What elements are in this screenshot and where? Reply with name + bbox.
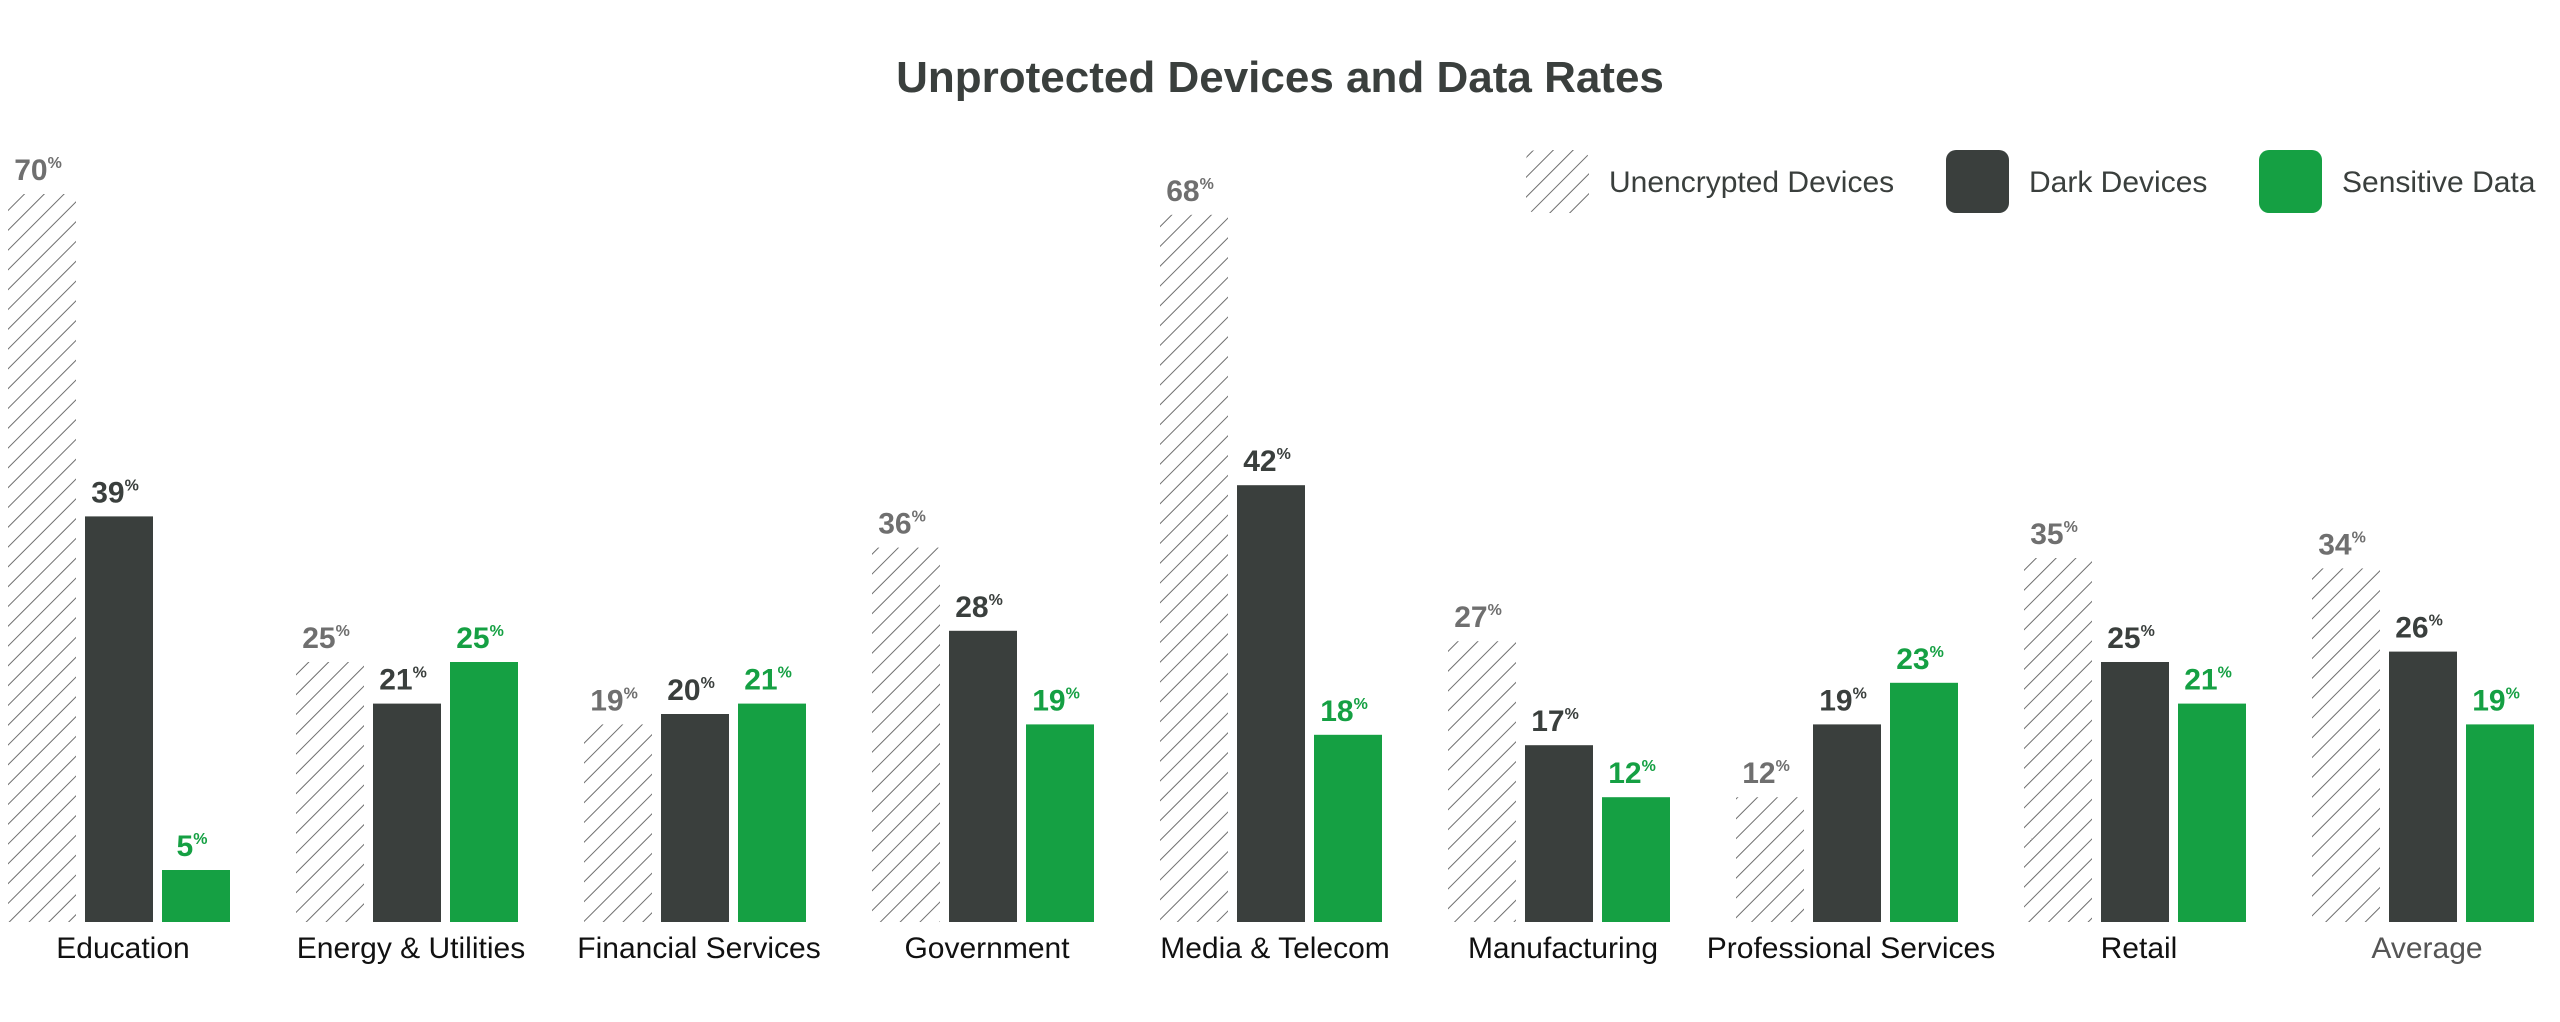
bar-dark-devices-manufacturing bbox=[1525, 745, 1593, 922]
value-label-sensitive-data-average: 19% bbox=[2472, 684, 2520, 717]
value-label-dark-devices-manufacturing: 17% bbox=[1531, 705, 1579, 738]
category-label-manufacturing: Manufacturing bbox=[1468, 932, 1658, 965]
category-label-financial-services: Financial Services bbox=[577, 932, 820, 965]
category-label-energy-utilities: Energy & Utilities bbox=[297, 932, 525, 965]
legend-swatch-dark-devices bbox=[1946, 150, 2009, 213]
legend-swatch-sensitive-data bbox=[2259, 150, 2322, 213]
bar-unencrypted-devices-retail bbox=[2024, 558, 2092, 922]
legend-swatch-unencrypted-devices bbox=[1526, 150, 1589, 213]
bar-unencrypted-devices-media-telecom bbox=[1160, 214, 1228, 923]
value-label-unencrypted-devices-retail: 35% bbox=[2030, 518, 2078, 551]
value-label-dark-devices-education: 39% bbox=[91, 476, 139, 509]
bar-unencrypted-devices-average bbox=[2312, 568, 2380, 922]
bar-unencrypted-devices-financial-services bbox=[584, 724, 652, 922]
bar-unencrypted-devices-manufacturing bbox=[1448, 641, 1516, 922]
bar-sensitive-data-retail bbox=[2178, 703, 2246, 922]
value-label-dark-devices-average: 26% bbox=[2395, 612, 2443, 645]
value-label-unencrypted-devices-average: 34% bbox=[2318, 528, 2366, 561]
bar-sensitive-data-financial-services bbox=[738, 703, 806, 922]
legend: Unencrypted Devices Dark Devices Sensitive… bbox=[1526, 150, 2536, 213]
value-label-unencrypted-devices-manufacturing: 27% bbox=[1454, 601, 1502, 634]
bar-dark-devices-financial-services bbox=[661, 714, 729, 922]
bar-sensitive-data-media-telecom bbox=[1314, 734, 1382, 922]
category-label-education: Education bbox=[56, 932, 189, 965]
bar-unencrypted-devices-education bbox=[8, 194, 76, 922]
value-label-unencrypted-devices-media-telecom: 68% bbox=[1166, 175, 1214, 208]
bar-sensitive-data-professional-services bbox=[1890, 682, 1958, 922]
value-label-dark-devices-media-telecom: 42% bbox=[1243, 445, 1291, 478]
bar-sensitive-data-education bbox=[162, 870, 230, 922]
bar-dark-devices-education bbox=[85, 516, 153, 922]
value-label-dark-devices-professional-services: 19% bbox=[1819, 684, 1867, 717]
value-label-dark-devices-financial-services: 20% bbox=[667, 674, 715, 707]
bar-unencrypted-devices-government bbox=[872, 547, 940, 922]
value-label-unencrypted-devices-financial-services: 19% bbox=[590, 684, 638, 717]
value-label-sensitive-data-professional-services: 23% bbox=[1896, 643, 1944, 676]
bar-unencrypted-devices-professional-services bbox=[1736, 797, 1804, 922]
value-label-unencrypted-devices-energy-utilities: 25% bbox=[302, 622, 350, 655]
value-label-sensitive-data-manufacturing: 12% bbox=[1608, 757, 1656, 790]
value-labels: 70% 39% 5% 25% 21% 25% 19% 20% 21% 36% 28% 19% 68% 42… bbox=[14, 154, 2520, 863]
chart-title: Unprotected Devices and Data Rates bbox=[896, 53, 1664, 102]
value-label-unencrypted-devices-education: 70% bbox=[14, 154, 62, 187]
bar-dark-devices-retail bbox=[2101, 662, 2169, 922]
bar-unencrypted-devices-energy-utilities bbox=[296, 662, 364, 922]
bars bbox=[8, 194, 2534, 923]
bar-dark-devices-government bbox=[949, 630, 1017, 922]
bar-sensitive-data-average bbox=[2466, 724, 2534, 922]
category-label-media-telecom: Media & Telecom bbox=[1160, 932, 1390, 965]
value-label-dark-devices-retail: 25% bbox=[2107, 622, 2155, 655]
bar-dark-devices-average bbox=[2389, 651, 2457, 922]
value-label-dark-devices-energy-utilities: 21% bbox=[379, 664, 427, 697]
value-label-sensitive-data-financial-services: 21% bbox=[744, 664, 792, 697]
bar-sensitive-data-government bbox=[1026, 724, 1094, 922]
category-label-government: Government bbox=[904, 932, 1070, 965]
value-label-sensitive-data-energy-utilities: 25% bbox=[456, 622, 504, 655]
bar-sensitive-data-energy-utilities bbox=[450, 662, 518, 922]
bar-dark-devices-media-telecom bbox=[1237, 485, 1305, 922]
legend-label-unencrypted-devices: Unencrypted Devices bbox=[1609, 166, 1894, 199]
legend-label-dark-devices: Dark Devices bbox=[2029, 166, 2207, 199]
bar-dark-devices-energy-utilities bbox=[373, 703, 441, 922]
value-label-dark-devices-government: 28% bbox=[955, 591, 1003, 624]
category-label-average: Average bbox=[2371, 932, 2482, 965]
value-label-unencrypted-devices-government: 36% bbox=[878, 508, 926, 541]
category-label-retail: Retail bbox=[2101, 932, 2178, 965]
bar-sensitive-data-manufacturing bbox=[1602, 797, 1670, 922]
legend-label-sensitive-data: Sensitive Data bbox=[2342, 166, 2536, 199]
category-labels: Education Energy & Utilities Financial Ser… bbox=[56, 932, 2482, 965]
bar-dark-devices-professional-services bbox=[1813, 724, 1881, 922]
value-label-sensitive-data-retail: 21% bbox=[2184, 664, 2232, 697]
category-label-professional-services: Professional Services bbox=[1707, 932, 1995, 965]
value-label-unencrypted-devices-professional-services: 12% bbox=[1742, 757, 1790, 790]
value-label-sensitive-data-government: 19% bbox=[1032, 684, 1080, 717]
value-label-sensitive-data-media-telecom: 18% bbox=[1320, 695, 1368, 728]
value-label-sensitive-data-education: 5% bbox=[177, 830, 208, 863]
